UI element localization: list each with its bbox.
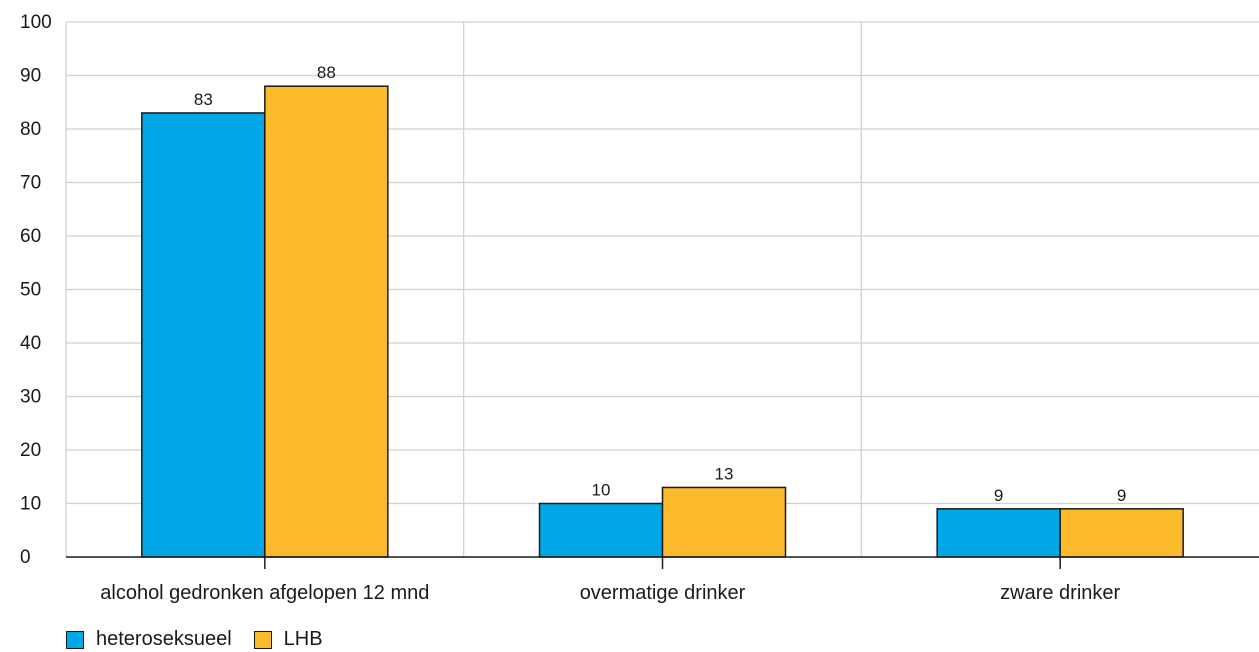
y-tick-label: 30 [20,387,41,408]
bars [141,85,1184,558]
x-axis: alcohol gedronken afgelopen 12 mnd overma… [66,556,1259,604]
data-label: 83 [194,90,213,109]
legend: heteroseksueel LHB [66,628,345,651]
bar-lhb-2 [1059,508,1184,558]
y-axis: 0 10 20 30 40 50 60 70 80 90 100 [20,12,52,568]
data-label: 88 [317,63,336,82]
legend-swatch-heteroseksueel [66,630,84,649]
x-tick-label: zware drinker [1000,582,1120,604]
y-tick-label: 10 [20,494,41,515]
data-labels: 83 88 10 13 9 9 [194,63,1127,505]
bar-lhb-1 [661,486,787,558]
data-label: 10 [592,481,611,500]
legend-item-heteroseksueel: heteroseksueel [66,628,232,651]
x-tick-label: overmatige drinker [580,582,746,604]
y-tick-label: 70 [20,173,41,194]
x-tick-label: alcohol gedronken afgelopen 12 mnd [100,582,429,604]
data-label: 9 [994,486,1003,505]
legend-label-lhb: LHB [283,628,323,650]
y-tick-label: 50 [20,280,41,301]
y-tick-label: 40 [20,333,41,354]
legend-swatch-lhb [253,630,272,649]
y-tick-label: 60 [20,226,41,247]
bar-heteroseksueel-0 [141,112,266,558]
bar-heteroseksueel-1 [538,502,664,558]
data-label: 13 [715,464,734,483]
legend-label-heteroseksueel: heteroseksueel [96,628,232,650]
y-tick-label: 0 [20,547,31,568]
data-label: 9 [1117,486,1126,505]
y-tick-label: 100 [20,12,52,33]
bar-lhb-0 [264,85,389,558]
legend-item-lhb: LHB [253,628,323,651]
bar-heteroseksueel-2 [936,508,1061,558]
y-tick-label: 90 [20,66,41,87]
y-tick-label: 20 [20,440,41,461]
y-tick-label: 80 [20,119,41,140]
